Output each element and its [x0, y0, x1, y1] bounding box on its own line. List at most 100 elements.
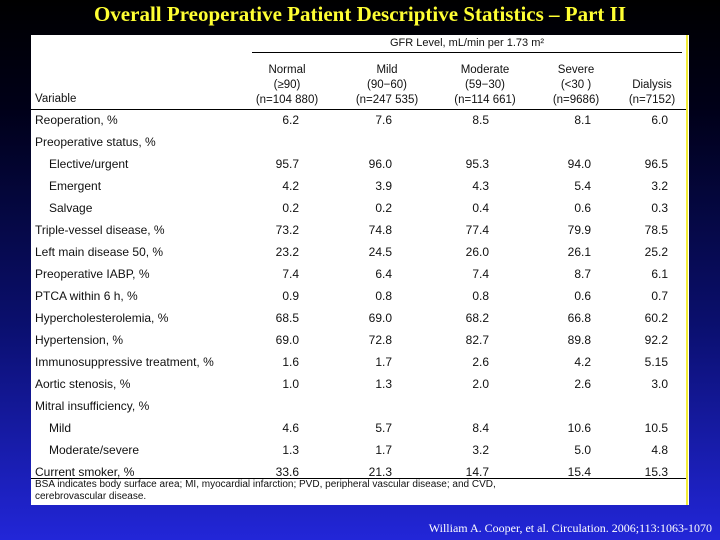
row-value: 0.9 [282, 289, 299, 303]
row-value: 0.7 [651, 289, 668, 303]
row-value: 0.2 [375, 201, 392, 215]
row-value: 8.5 [472, 113, 489, 127]
row-value: 33.6 [275, 465, 299, 479]
row-value: 8.4 [472, 421, 489, 435]
row-value: 4.2 [282, 179, 299, 193]
row-value: 74.8 [368, 223, 392, 237]
row-label: Reoperation, % [35, 113, 118, 127]
row-label: Salvage [49, 201, 93, 215]
table-footnote: BSA indicates body surface area; MI, myo… [35, 479, 683, 503]
row-value: 23.2 [275, 245, 299, 259]
row-label: Hypercholesterolemia, % [35, 311, 169, 325]
row-value: 25.2 [644, 245, 668, 259]
table-row: Left main disease 50, % 23.2 24.5 26.0 26.1 2… [31, 241, 687, 263]
row-value: 0.6 [574, 289, 591, 303]
column-n: (n=247 535) [355, 94, 419, 106]
row-value: 6.0 [651, 113, 668, 127]
row-label: PTCA within 6 h, % [35, 289, 138, 303]
table-row: Current smoker, % 33.6 21.3 14.7 15.4 15.3 [31, 461, 687, 483]
row-value: 0.4 [472, 201, 489, 215]
row-value: 2.6 [574, 377, 591, 391]
row-value: 68.2 [465, 311, 489, 325]
row-value: 96.0 [368, 157, 392, 171]
row-value: 0.8 [472, 289, 489, 303]
table-row: Mild 4.6 5.7 8.4 10.6 10.5 [31, 417, 687, 439]
column-name: Normal [268, 64, 306, 76]
row-value: 4.3 [472, 179, 489, 193]
column-header-dialysis: Dialysis (n=7152) [617, 78, 687, 108]
row-value: 10.6 [567, 421, 591, 435]
row-value: 14.7 [465, 465, 489, 479]
row-label: Elective/urgent [49, 157, 129, 171]
row-label: Preoperative status, % [35, 135, 156, 149]
row-value: 21.3 [368, 465, 392, 479]
column-name: Severe [557, 64, 595, 76]
row-value: 6.1 [651, 267, 668, 281]
row-label: Moderate/severe [49, 443, 140, 457]
table-row: Triple-vessel disease, % 73.2 74.8 77.4 79.9… [31, 219, 687, 241]
column-range: (59−30) [465, 79, 505, 91]
table-row: Elective/urgent 95.7 96.0 95.3 94.0 96.5 [31, 153, 687, 175]
row-value: 26.0 [465, 245, 489, 259]
row-value: 5.0 [574, 443, 591, 457]
row-value: 79.9 [567, 223, 591, 237]
row-value: 5.15 [644, 355, 668, 369]
row-label: Immunosuppressive treatment, % [35, 355, 214, 369]
column-n: (n=7152) [628, 94, 676, 106]
citation: William A. Cooper, et al. Circulation. 2… [428, 521, 712, 535]
row-label: Triple-vessel disease, % [35, 223, 165, 237]
row-value: 95.3 [465, 157, 489, 171]
row-value: 5.7 [375, 421, 392, 435]
column-header-normal: Normal (≥90) (n=104 880) [250, 63, 324, 108]
row-value: 2.6 [472, 355, 489, 369]
row-value: 94.0 [567, 157, 591, 171]
row-label: Mitral insufficiency, % [35, 399, 150, 413]
row-value: 6.2 [282, 113, 299, 127]
column-n: (n=9686) [552, 94, 600, 106]
column-name: Mild [376, 64, 398, 76]
table-row: Moderate/severe 1.3 1.7 3.2 5.0 4.8 [31, 439, 687, 461]
row-value: 4.6 [282, 421, 299, 435]
row-value: 92.2 [644, 333, 668, 347]
row-value: 1.7 [375, 355, 392, 369]
row-value: 4.8 [651, 443, 668, 457]
table-row: Mitral insufficiency, % [31, 395, 687, 417]
row-value: 7.4 [472, 267, 489, 281]
row-value: 15.4 [567, 465, 591, 479]
table-row: Reoperation, % 6.2 7.6 8.5 8.1 6.0 [31, 109, 687, 131]
row-label: Left main disease 50, % [35, 245, 164, 259]
row-label: Preoperative IABP, % [35, 267, 150, 281]
column-header-moderate: Moderate (59−30) (n=114 661) [443, 63, 527, 108]
row-value: 89.8 [567, 333, 591, 347]
column-range: (≥90) [273, 79, 301, 91]
column-n: (n=104 880) [255, 94, 319, 106]
row-label: Mild [49, 421, 72, 435]
row-value: 15.3 [644, 465, 668, 479]
footnote-line: cerebrovascular disease. [35, 491, 147, 502]
row-value: 7.4 [282, 267, 299, 281]
table-row: Hypercholesterolemia, % 68.5 69.0 68.2 66.8 6… [31, 307, 687, 329]
row-value: 96.5 [644, 157, 668, 171]
row-value: 82.7 [465, 333, 489, 347]
row-value: 7.6 [375, 113, 392, 127]
group-header-rule [252, 52, 682, 53]
row-value: 3.2 [472, 443, 489, 457]
column-header-severe: Severe (<30 ) (n=9686) [539, 63, 613, 108]
row-value: 8.7 [574, 267, 591, 281]
row-value: 68.5 [275, 311, 299, 325]
table-row: Preoperative status, % [31, 131, 687, 153]
column-range: (<30 ) [560, 79, 592, 91]
table-right-border [686, 35, 688, 505]
statistics-table: GFR Level, mL/min per 1.73 m² Variable N… [31, 35, 689, 505]
row-value: 4.2 [574, 355, 591, 369]
row-value: 3.9 [375, 179, 392, 193]
row-value: 1.3 [375, 377, 392, 391]
column-range: (90−60) [367, 79, 407, 91]
column-n: (n=114 661) [454, 94, 516, 106]
row-value: 77.4 [465, 223, 489, 237]
row-value: 66.8 [567, 311, 591, 325]
column-header-mild: Mild (90−60) (n=247 535) [347, 63, 427, 108]
table-row: PTCA within 6 h, % 0.9 0.8 0.8 0.6 0.7 [31, 285, 687, 307]
column-name: Dialysis [632, 79, 672, 91]
footnote-line: BSA indicates body surface area; MI, myo… [35, 479, 496, 490]
